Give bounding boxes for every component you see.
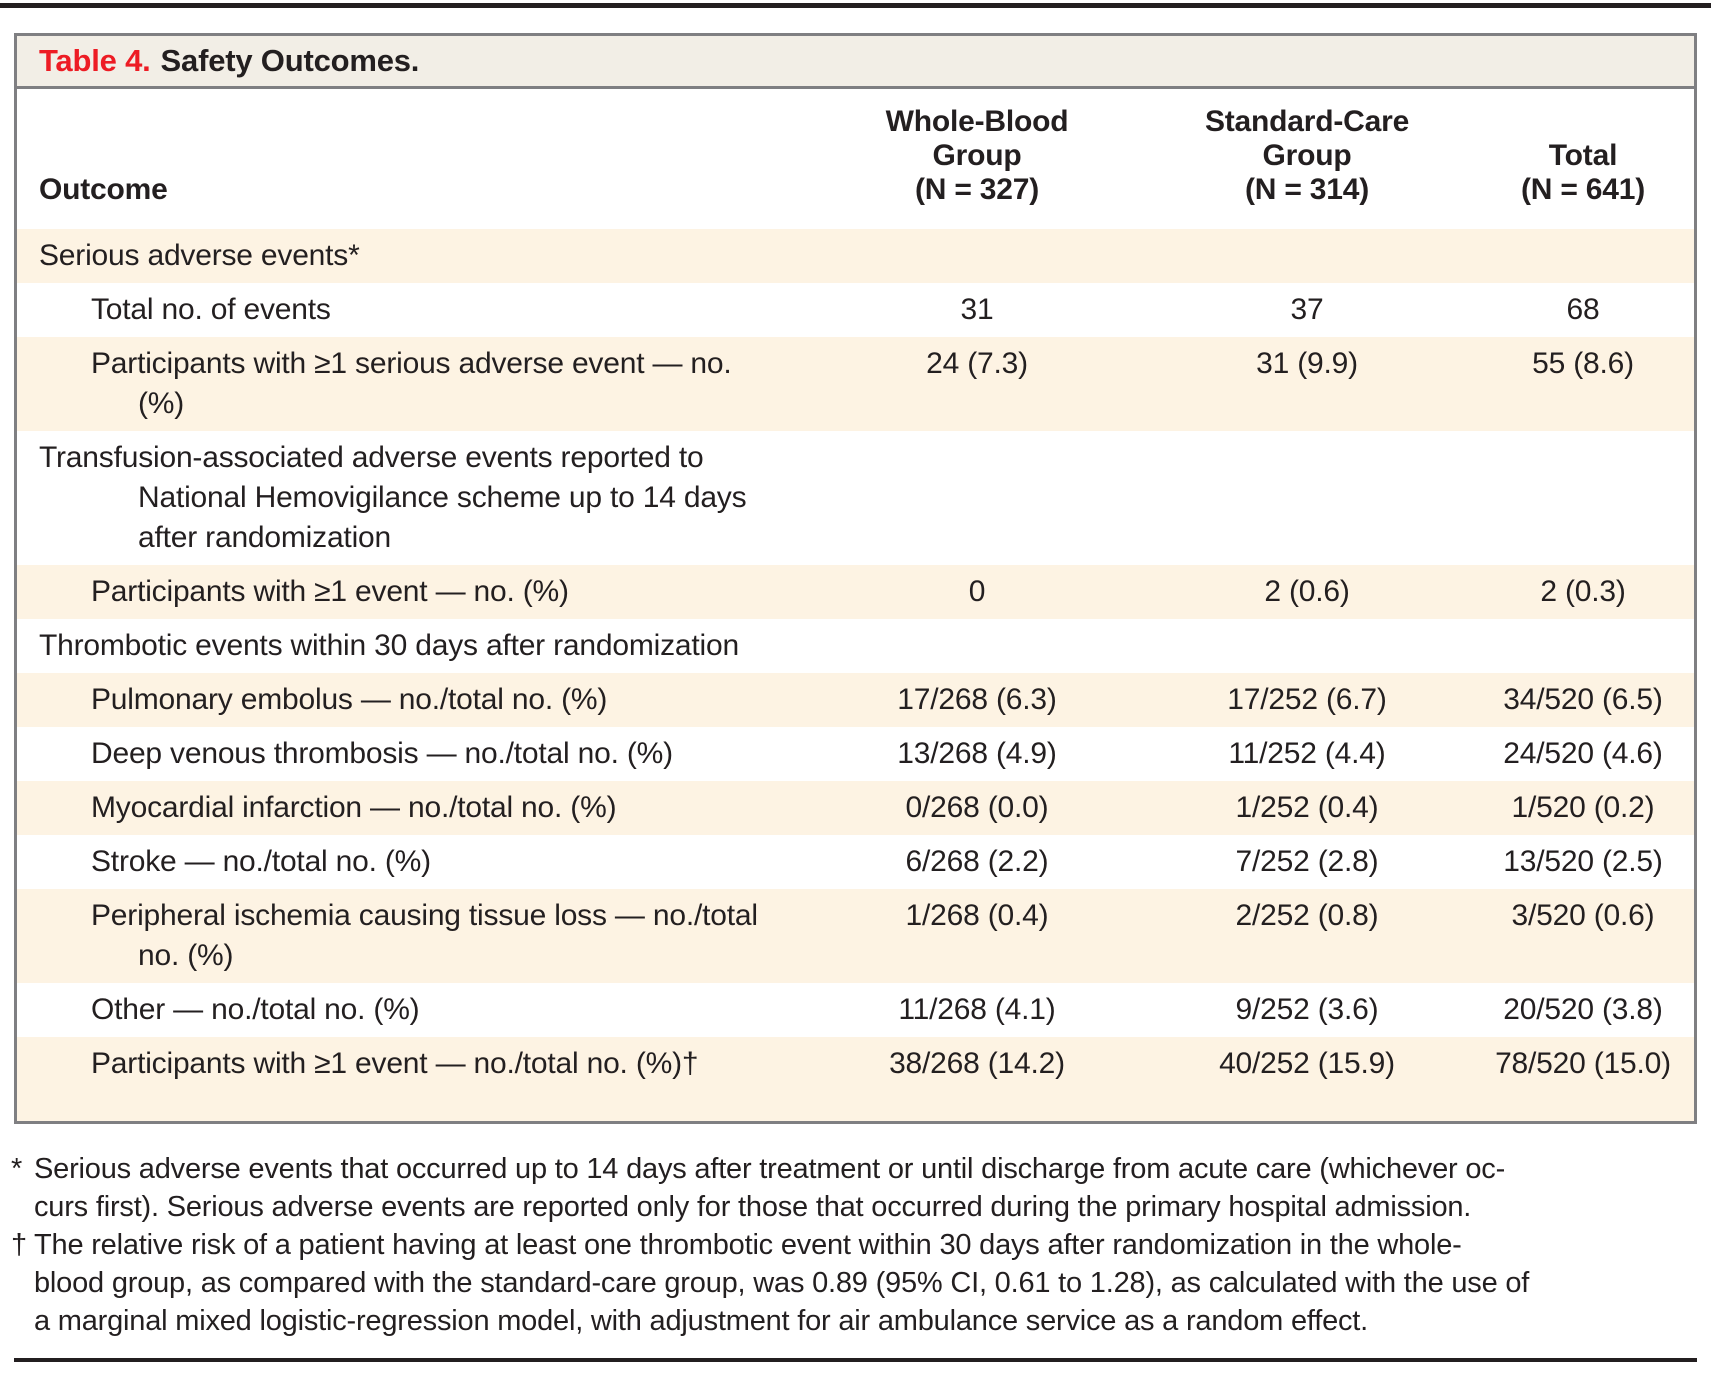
outcome-cell: Total no. of events [91, 293, 331, 326]
outcome-cell: Serious adverse events* [39, 239, 360, 272]
table-row: Deep venous thrombosis — no./total no. (… [17, 727, 1694, 781]
safety-outcomes-table: Table 4. Safety Outcomes. Outcome Whole-… [14, 33, 1697, 1124]
total-value-cell: 20/520 (3.8) [1503, 993, 1663, 1026]
total-value-cell: 2 (0.3) [1540, 575, 1626, 608]
outcome-cell: Pulmonary embolus — no./total no. (%) [91, 683, 608, 716]
table-row: Serious adverse events* [17, 229, 1694, 283]
table-row: Participants with ≥1 serious adverse eve… [17, 337, 1694, 431]
outcome-cell: Other — no./total no. (%) [91, 993, 420, 1026]
table-rows: Serious adverse events* Total no. of eve… [17, 229, 1694, 1121]
footnote-marker: * [11, 1153, 23, 1185]
table-row: Peripheral ischemia causing tissue loss … [17, 889, 1694, 983]
table-row: Participants with ≥1 event — no./total n… [17, 1037, 1694, 1121]
standard-care-value-cell: 2/252 (0.8) [1235, 899, 1379, 932]
outcome-cell: Transfusion-associated adverse events re… [39, 441, 747, 554]
table-title-text: Safety Outcomes. [160, 43, 420, 78]
table-number-label: Table 4. [39, 43, 151, 78]
total-value-cell: 78/520 (15.0) [1495, 1047, 1671, 1080]
standard-care-value-cell: 2 (0.6) [1264, 575, 1350, 608]
table-row: Myocardial infarction — no./total no. (%… [17, 781, 1694, 835]
outcome-cell: Myocardial infarction — no./total no. (%… [91, 791, 617, 824]
standard-care-value-cell: 40/252 (15.9) [1219, 1047, 1395, 1080]
whole-blood-value-cell: 6/268 (2.2) [905, 845, 1049, 878]
whole-blood-value-cell: 24 (7.3) [926, 347, 1028, 380]
table-row: Other — no./total no. (%) 11/268 (4.1) 9… [17, 983, 1694, 1037]
footnote: * Serious adverse events that occurred u… [11, 1150, 1697, 1226]
whole-blood-value-cell: 13/268 (4.9) [897, 737, 1057, 770]
whole-blood-value-cell: 0 [968, 575, 986, 608]
outcome-cell: Deep venous thrombosis — no./total no. (… [91, 737, 673, 770]
table-row: Pulmonary embolus — no./total no. (%) 17… [17, 673, 1694, 727]
total-value-cell: 3/520 (0.6) [1511, 899, 1655, 932]
table-row: Thrombotic events within 30 days after r… [17, 619, 1694, 673]
outcome-cell: Stroke — no./total no. (%) [91, 845, 431, 878]
standard-care-value-cell: 9/252 (3.6) [1235, 993, 1379, 1026]
footnote-marker: † [11, 1229, 27, 1261]
column-header-whole-blood-group: Whole-Blood Group (N = 327) [885, 105, 1069, 206]
whole-blood-value-cell: 11/268 (4.1) [898, 993, 1056, 1026]
table-row: Stroke — no./total no. (%) 6/268 (2.2) 7… [17, 835, 1694, 889]
footnote-text: Serious adverse events that occurred up … [34, 1153, 1506, 1223]
standard-care-value-cell: 7/252 (2.8) [1235, 845, 1379, 878]
total-value-cell: 68 [1566, 293, 1600, 326]
top-page-rule [0, 3, 1711, 8]
table-row: Participants with ≥1 event — no. (%) 0 2… [17, 565, 1694, 619]
standard-care-value-cell: 1/252 (0.4) [1235, 791, 1379, 824]
table-header-row: Outcome Whole-Blood Group (N = 327) Stan… [17, 89, 1694, 229]
bottom-page-rule [14, 1358, 1697, 1362]
whole-blood-value-cell: 0/268 (0.0) [905, 791, 1049, 824]
total-value-cell: 13/520 (2.5) [1503, 845, 1663, 878]
table-row: Total no. of events 31 37 68 [17, 283, 1694, 337]
whole-blood-value-cell: 1/268 (0.4) [905, 899, 1049, 932]
column-header-standard-care-group: Standard-Care Group (N = 314) [1204, 105, 1410, 206]
standard-care-value-cell: 17/252 (6.7) [1227, 683, 1387, 716]
footnote-text: The relative risk of a patient having at… [34, 1229, 1530, 1337]
total-value-cell: 34/520 (6.5) [1503, 683, 1663, 716]
column-header-outcome: Outcome [39, 173, 168, 206]
outcome-cell: Thrombotic events within 30 days after r… [39, 629, 739, 662]
outcome-cell: Peripheral ischemia causing tissue loss … [91, 899, 758, 972]
table-body: Outcome Whole-Blood Group (N = 327) Stan… [17, 89, 1694, 1121]
outcome-cell: Participants with ≥1 event — no. (%) [91, 575, 569, 608]
table-title-bar: Table 4. Safety Outcomes. [17, 36, 1694, 89]
total-value-cell: 24/520 (4.6) [1503, 737, 1663, 770]
outcome-cell: Participants with ≥1 event — no./total n… [91, 1047, 699, 1080]
whole-blood-value-cell: 31 [960, 293, 994, 326]
total-value-cell: 55 (8.6) [1532, 347, 1634, 380]
standard-care-value-cell: 37 [1290, 293, 1324, 326]
outcome-cell: Participants with ≥1 serious adverse eve… [91, 347, 732, 420]
whole-blood-value-cell: 38/268 (14.2) [889, 1047, 1065, 1080]
standard-care-value-cell: 11/252 (4.4) [1228, 737, 1386, 770]
footnotes: * Serious adverse events that occurred u… [11, 1150, 1697, 1340]
whole-blood-value-cell: 17/268 (6.3) [897, 683, 1057, 716]
total-value-cell: 1/520 (0.2) [1511, 791, 1655, 824]
standard-care-value-cell: 31 (9.9) [1256, 347, 1358, 380]
footnote: † The relative risk of a patient having … [11, 1226, 1697, 1340]
table-row: Transfusion-associated adverse events re… [17, 431, 1694, 565]
column-header-total: Total (N = 641) [1520, 139, 1646, 206]
